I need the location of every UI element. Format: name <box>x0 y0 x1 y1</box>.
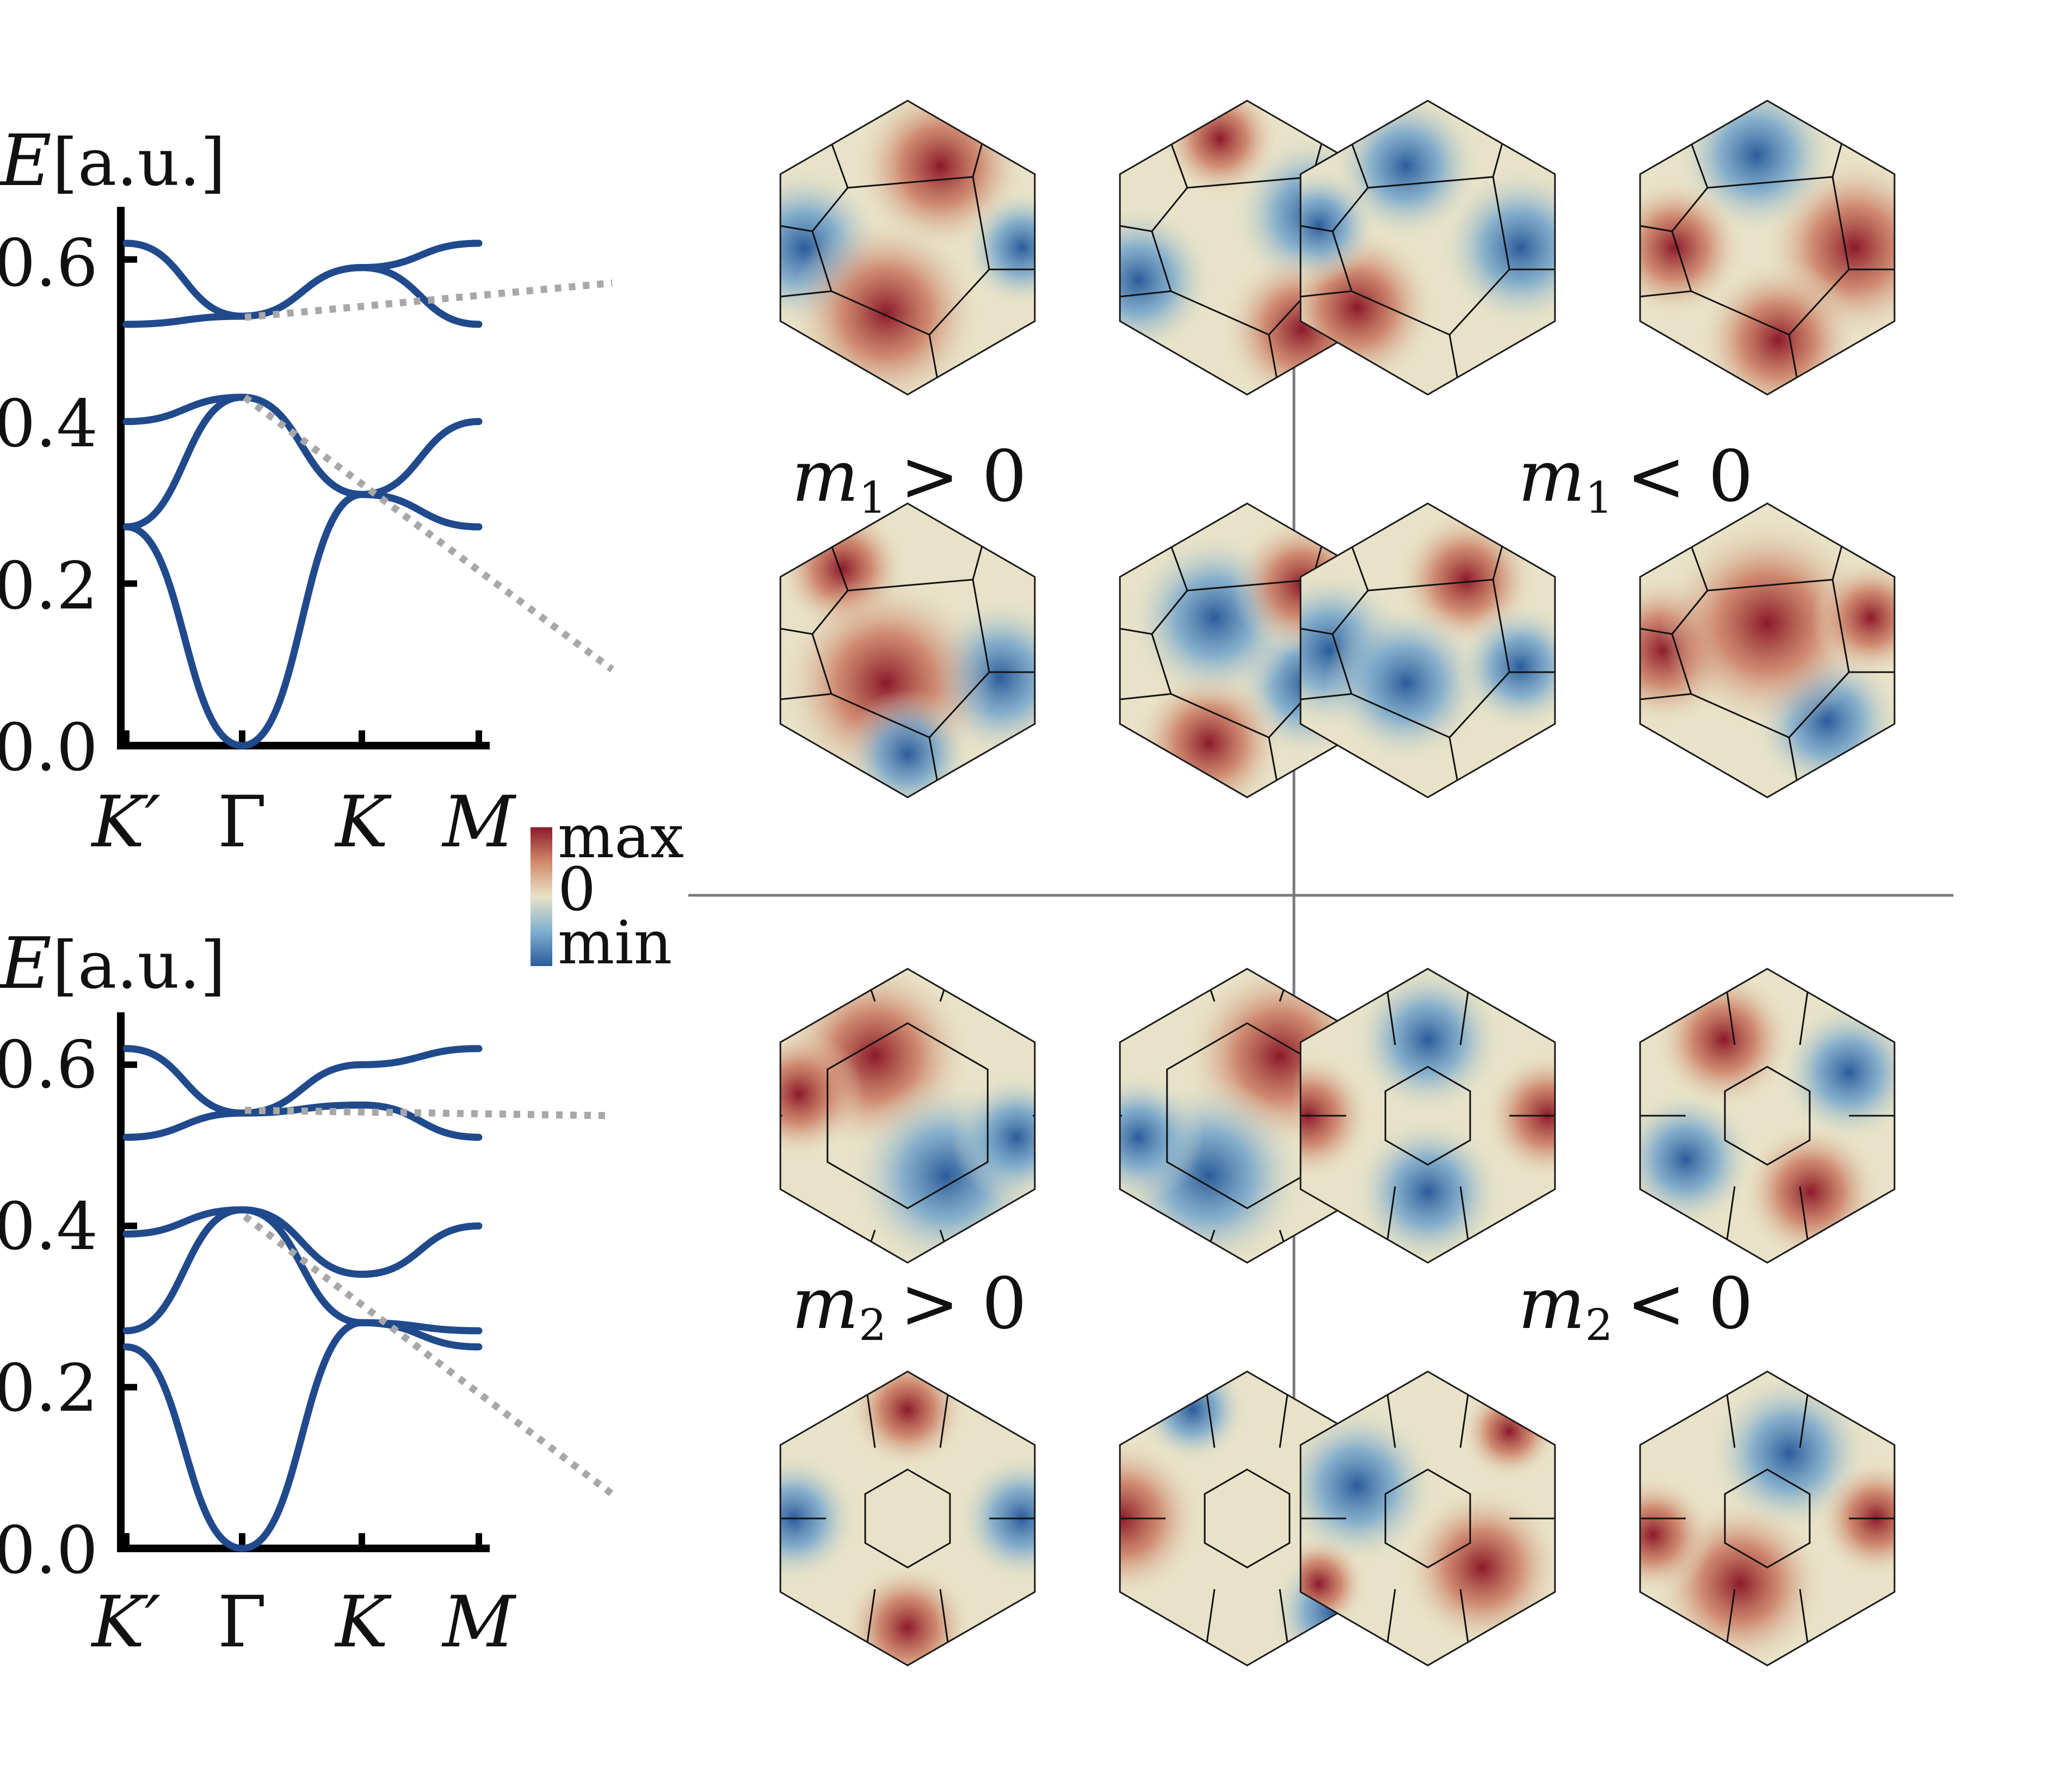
mode-map-hexagon <box>1119 502 1376 798</box>
connector-2-lower <box>243 1213 614 1497</box>
ytick-label-0.2-2: 0.2 <box>0 1351 98 1426</box>
mode-map-hexagon <box>1299 968 1556 1264</box>
bands-1 <box>122 239 483 749</box>
ticks-1 <box>121 256 482 749</box>
mode-map-hexagon <box>1639 1370 1896 1667</box>
mode-map-hexagon <box>779 968 1036 1264</box>
panel-label-rel: > 0 <box>900 1262 1027 1345</box>
ticks-2 <box>121 1061 482 1552</box>
panel-label-rel: > 0 <box>900 435 1027 518</box>
mode-map-hexagon <box>779 1370 1036 1667</box>
colorbar-min-label: min <box>558 908 672 977</box>
ytick-label-0.4-1: 0.4 <box>0 386 98 462</box>
xtick-label-M-2: M <box>441 1581 516 1663</box>
panel-label-sub: 1 <box>1585 472 1613 523</box>
band-structure-plot-2: E [a.u.] K′ Γ K M 0.0 0.2 0.4 0.6 <box>0 922 516 1663</box>
ytick-label-0.4-2: 0.4 <box>0 1189 98 1265</box>
ylabel-unit-2: [a.u.] <box>52 928 226 1004</box>
panel-label-var: m <box>792 435 859 518</box>
panel-label-m1-negative: m1 < 0 <box>1518 435 1753 523</box>
colorbar-gradient <box>531 827 552 966</box>
band-line-1 <box>122 393 483 531</box>
band-line-0 <box>122 418 483 749</box>
mode-maps <box>779 100 1896 1667</box>
panel-label-rel: < 0 <box>1626 435 1753 518</box>
mode-map-hexagon <box>779 502 1036 798</box>
connector-1-upper <box>244 279 613 321</box>
colorbar-zero-label: 0 <box>558 854 596 924</box>
mode-map-hexagon <box>1639 100 1896 396</box>
mode-map-hexagon <box>779 100 1036 396</box>
ylabel-E-1: E <box>0 119 52 202</box>
xtick-label-Gamma-2: Γ <box>218 1581 267 1663</box>
ylabel-E-2: E <box>0 922 52 1005</box>
panel-label-var: m <box>1518 1262 1585 1345</box>
panel-label-m2-positive: m2 > 0 <box>792 1262 1027 1350</box>
panel-label-m2-negative: m2 < 0 <box>1518 1262 1753 1350</box>
band-line-4 <box>122 1045 483 1117</box>
band-line-2 <box>122 393 483 531</box>
xtick-label-K-1: K <box>334 780 392 863</box>
mode-map-hexagon <box>1299 502 1556 798</box>
dividers <box>688 188 1953 1606</box>
ytick-label-0.0-1: 0.0 <box>0 710 98 786</box>
mode-map-hexagon <box>1639 968 1896 1264</box>
colorbar: max 0 min <box>531 802 684 977</box>
xtick-label-Gamma-1: Γ <box>218 780 267 863</box>
band-line-1 <box>122 1206 483 1335</box>
ytick-label-0.6-2: 0.6 <box>0 1028 98 1103</box>
panel-label-var: m <box>1518 435 1585 518</box>
xtick-label-Kprime-1: K′ <box>91 780 161 863</box>
ytick-label-0.0-2: 0.0 <box>0 1513 98 1589</box>
connectors <box>243 279 614 1497</box>
band-line-0 <box>122 1319 483 1552</box>
panel-label-sub: 2 <box>859 1300 886 1350</box>
panel-label-var: m <box>792 1262 859 1345</box>
ytick-label-0.2-1: 0.2 <box>0 549 98 624</box>
panel-label-sub: 1 <box>859 472 886 523</box>
panel-label-m1-positive: m1 > 0 <box>792 435 1027 523</box>
band-line-4 <box>122 239 483 320</box>
panel-label-sub: 2 <box>1585 1300 1613 1350</box>
mode-map-hexagon <box>1299 1370 1556 1667</box>
panel-label-rel: < 0 <box>1626 1262 1753 1345</box>
xtick-label-Kprime-2: K′ <box>91 1581 161 1663</box>
panel-labels: m1 > 0 m1 < 0 m2 > 0 m2 < 0 <box>792 435 1753 1350</box>
ytick-label-0.6-1: 0.6 <box>0 226 98 302</box>
xtick-label-K-2: K <box>334 1581 392 1663</box>
band-structure-plot-1: E [a.u.] K′ Γ K M 0.0 0.2 0.4 0.6 <box>0 119 516 863</box>
connector-1-lower <box>243 394 614 673</box>
mode-map-hexagon <box>1639 502 1896 798</box>
connector-2-upper <box>244 1106 613 1120</box>
bands-2 <box>122 1045 483 1552</box>
band-line-2 <box>122 1206 483 1278</box>
xtick-label-M-1: M <box>441 780 516 863</box>
ylabel-unit-1: [a.u.] <box>52 125 226 201</box>
colorbar-max-label: max <box>558 802 684 871</box>
